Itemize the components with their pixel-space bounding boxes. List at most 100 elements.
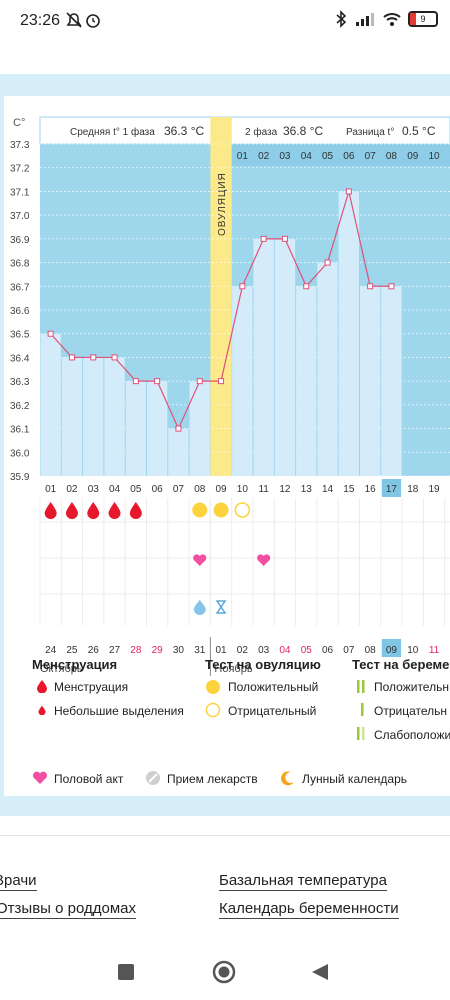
cycle-day-label: 09 [215, 484, 227, 495]
calendar-date-label: 25 [66, 645, 78, 656]
y-tick-label: 36.6 [10, 306, 30, 317]
temperature-point [260, 235, 267, 242]
cycle-day-label: 17 [386, 484, 398, 495]
temperature-bar [168, 428, 189, 476]
calendar-date-label: 27 [109, 645, 121, 656]
y-tick-label: 36.2 [10, 401, 30, 412]
pill-icon [146, 771, 160, 785]
temperature-bar [253, 238, 274, 476]
y-tick-label: 36.7 [10, 282, 30, 293]
avg-phase1-label: Средняя t° 1 фаза [70, 126, 155, 138]
status-bar: 23:26 9 [0, 0, 450, 44]
marker-rows: 01 02 03 04 05 06 07 08 09 10 11 12 13 14 15 16 17 18 19 24… [39, 479, 450, 676]
calendar-date-label: 01 [215, 645, 227, 656]
positive-test-icon [206, 680, 220, 694]
signal-icon [356, 13, 374, 26]
battery-icon: 9 [408, 11, 438, 27]
cycle-day-label: 18 [407, 484, 419, 495]
legend-preg-test-title: Тест на беременн [352, 657, 450, 672]
legend-preg-positive: Положительн [374, 680, 449, 694]
footer-link-doctors[interactable]: Врачи [0, 872, 37, 891]
status-icons-right: 9 [334, 10, 438, 28]
chart-legend: Менструация Менструация Небольшие выделе… [4, 651, 450, 801]
calendar-date-label: 10 [407, 645, 419, 656]
y-tick-label: 36.8 [10, 259, 30, 270]
temperature-bar [296, 286, 317, 476]
legend-ov-negative: Отрицательный [228, 704, 317, 718]
bbt-chart: С° Средняя t° 1 фаза 36.3 °С 2 фаза 36.8… [10, 116, 450, 676]
cycle-day-label: 06 [152, 484, 164, 495]
status-icons-left [64, 10, 104, 37]
footer-link-basal-temperature[interactable]: Базальная температура [219, 872, 387, 891]
nav-buttons [118, 960, 328, 984]
negative-test-icon [234, 502, 251, 518]
phase2-day-label: 09 [407, 151, 419, 162]
cycle-day-label: 03 [88, 484, 100, 495]
legend-lunar: Лунный календарь [302, 772, 408, 786]
calendar-date-label: 28 [130, 645, 142, 656]
calendar-date-label: 05 [301, 645, 313, 656]
legend-ov-positive: Положительный [228, 680, 319, 694]
temperature-bar [125, 381, 146, 476]
calendar-date-label: 24 [45, 645, 57, 656]
temperature-bar [232, 286, 253, 476]
small-drop-icon [38, 705, 46, 715]
temperature-point [281, 235, 288, 242]
scrolled-title-strip: ▔▔ ▔ ▔▔▔ ▔ ▔ ▔ [0, 44, 450, 74]
temperature-point [111, 354, 118, 361]
phase2-day-label: 05 [322, 151, 334, 162]
temperature-point [367, 283, 374, 290]
positive-test-icon [192, 502, 208, 518]
temperature-point [154, 378, 161, 385]
y-tick-label: 36.1 [10, 425, 30, 436]
y-tick-label: 36.9 [10, 235, 30, 246]
y-tick-label: 36.0 [10, 448, 30, 459]
footer-link-pregnancy-calendar[interactable]: Календарь беременности [219, 900, 399, 919]
y-tick-label: 36.5 [10, 330, 30, 341]
phase2-day-label: 08 [386, 151, 398, 162]
calendar-date-label: 08 [365, 645, 377, 656]
calendar-date-label: 09 [386, 645, 398, 656]
footer-link-maternity-reviews[interactable]: Отзывы о роддомах [0, 900, 136, 919]
legend-intercourse: Половой акт [54, 772, 124, 786]
system-nav-bar [0, 950, 450, 1000]
recent-apps-button[interactable] [118, 964, 134, 980]
phase2-value: 36.8 °С [283, 124, 323, 138]
cycle-day-label: 16 [365, 484, 377, 495]
bluetooth-icon [336, 10, 347, 28]
phase2-days-row [231, 144, 450, 166]
temperature-point [218, 378, 225, 385]
heart-icon [193, 554, 207, 566]
temperature-point [90, 354, 97, 361]
battery-level: 9 [420, 14, 426, 24]
back-button[interactable] [312, 964, 328, 980]
temperature-bar [104, 357, 125, 476]
difference-value: 0.5 °С [402, 124, 436, 138]
legend-ov-test-title: Тест на овуляцию [205, 657, 321, 672]
heart-icon [257, 554, 271, 566]
avg-phase1-value: 36.3 °С [164, 124, 204, 138]
double-stripe-icon [357, 680, 365, 693]
ovulation-label: ОВУЛЯЦИЯ [217, 172, 228, 236]
temperature-point [68, 354, 75, 361]
temperature-point [324, 259, 331, 266]
temperature-point [388, 283, 395, 290]
calendar-date-label: 31 [194, 645, 206, 656]
temperature-point [196, 378, 203, 385]
phase2-day-label: 04 [301, 151, 313, 162]
temperature-point [132, 378, 139, 385]
y-tick-label: 37.2 [10, 164, 30, 175]
drop-icon [65, 502, 78, 519]
cycle-day-label: 11 [258, 484, 269, 495]
y-tick-label: 37.3 [10, 140, 30, 151]
faint-stripe-icon [357, 727, 365, 740]
bbt-chart-panel: С° Средняя t° 1 фаза 36.3 °С 2 фаза 36.8… [0, 74, 450, 816]
calendar-date-label: 04 [279, 645, 291, 656]
footer-links: Врачи Отзывы о роддомах Базальная темпер… [0, 835, 450, 956]
hourglass-icon [215, 600, 227, 614]
status-time: 23:26 [20, 12, 61, 29]
moon-icon [281, 771, 294, 786]
cycle-day-label: 02 [66, 484, 78, 495]
home-button[interactable] [212, 960, 236, 984]
calendar-date-label: 06 [322, 645, 334, 656]
